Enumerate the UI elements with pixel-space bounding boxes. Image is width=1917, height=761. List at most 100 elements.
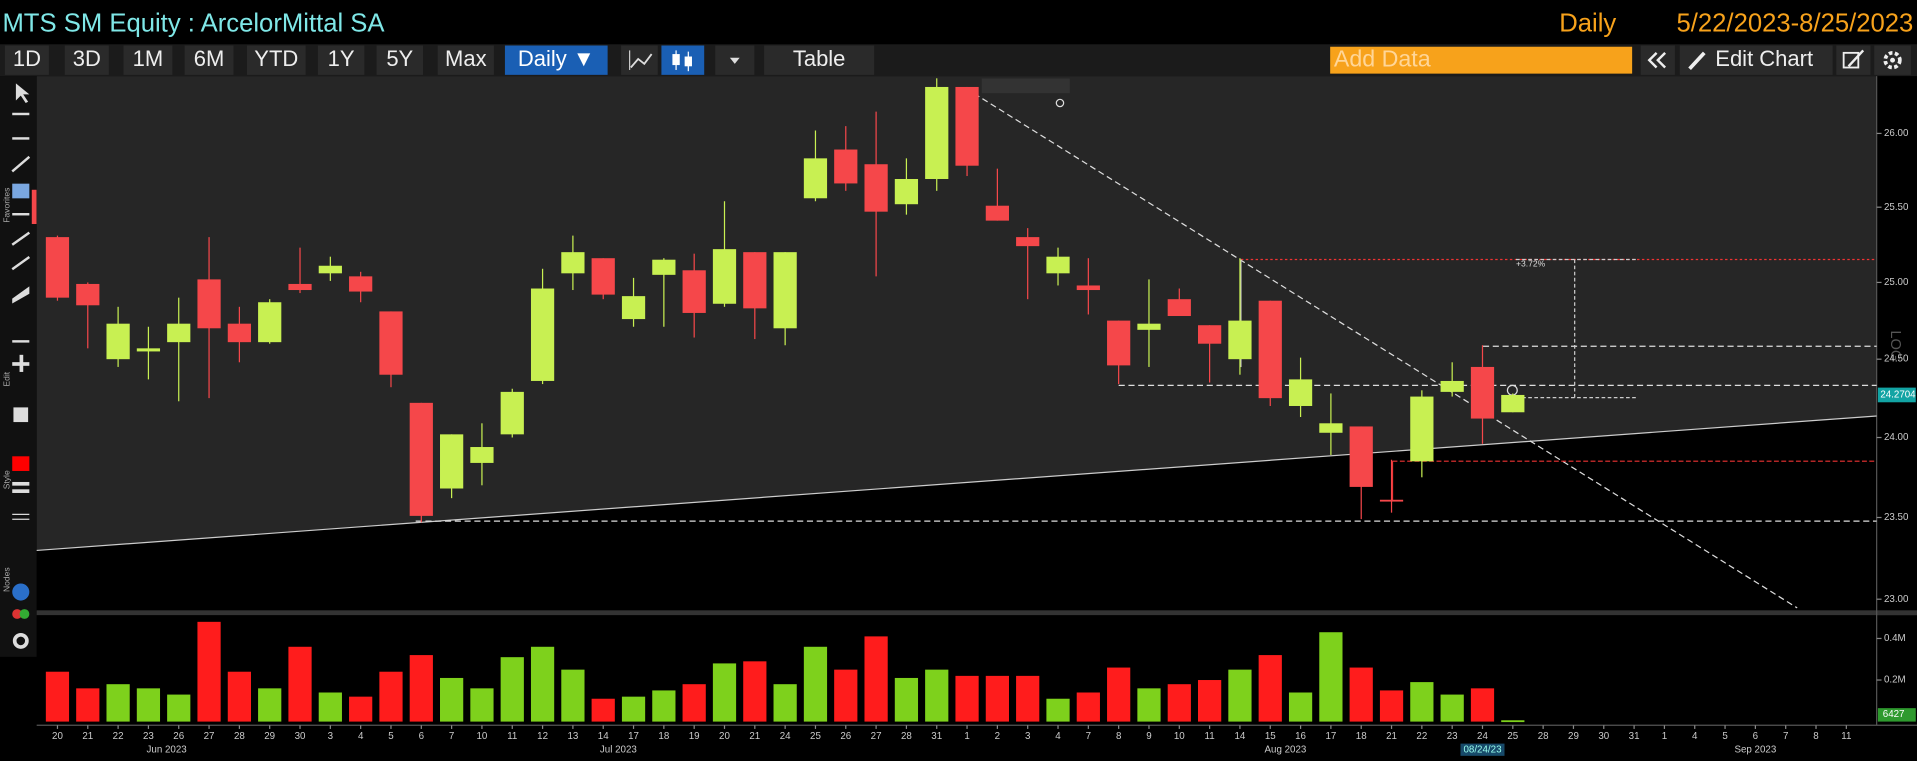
volume-bar <box>197 621 221 722</box>
panel-divider <box>36 610 1917 616</box>
volume-bar <box>1349 667 1373 722</box>
side-tool-icons[interactable] <box>11 83 31 649</box>
x-tick-label: 7 <box>1086 731 1091 742</box>
x-tick-label: 27 <box>204 731 215 742</box>
volume-bar <box>167 694 191 722</box>
table-button-bg[interactable] <box>764 45 875 75</box>
x-tick-label: 10 <box>477 731 488 742</box>
volume-bar <box>1379 690 1404 722</box>
period-button[interactable]: 3D <box>73 46 101 71</box>
last-price-tag <box>1877 387 1916 403</box>
candle-body <box>1440 380 1464 392</box>
x-tick-label: 29 <box>264 731 275 742</box>
period-button[interactable]: 1M <box>133 46 164 71</box>
period-button-bg[interactable] <box>317 45 365 75</box>
x-tick-label: 7 <box>449 731 454 742</box>
volume-bar <box>834 669 858 722</box>
settings-icon[interactable] <box>1874 45 1911 75</box>
edit-chart-button[interactable] <box>1679 45 1833 75</box>
x-tick-label: 22 <box>113 731 124 742</box>
add-data-input[interactable] <box>1330 46 1633 74</box>
candle-body <box>864 164 888 212</box>
y-tick-label: 23.50 <box>1884 512 1909 523</box>
candle-body <box>106 323 130 360</box>
chart-drawings <box>36 78 1877 609</box>
x-tick-label: 29 <box>1568 731 1579 742</box>
period-button-bg[interactable] <box>184 45 234 75</box>
last-volume-tag <box>1877 708 1916 722</box>
line-chart-icon[interactable] <box>621 45 658 75</box>
frequency-label: Daily <box>1559 10 1616 38</box>
candle-body <box>530 288 555 381</box>
volume-bar <box>1258 655 1282 722</box>
candle-body <box>591 258 615 295</box>
annotate-icon[interactable] <box>1836 45 1871 75</box>
candle-body <box>197 279 221 329</box>
x-tick-label: 1 <box>1662 731 1667 742</box>
y-tick-label: 25.50 <box>1884 202 1909 213</box>
period-button[interactable]: 6M <box>194 46 225 71</box>
x-tick-label: 19 <box>689 731 700 742</box>
candle-body <box>45 237 70 298</box>
candle-body <box>349 276 373 292</box>
candle-body <box>440 434 464 489</box>
x-tick-label: 21 <box>749 731 760 742</box>
period-button-bg[interactable] <box>246 45 306 75</box>
frequency-button[interactable]: Daily ▼ <box>518 46 595 71</box>
side-section-label: Nodes <box>2 567 12 592</box>
x-tick-label: 28 <box>901 731 912 742</box>
candle-body <box>834 149 858 184</box>
volume-bar <box>1470 688 1495 722</box>
x-tick-label: 18 <box>1356 731 1367 742</box>
x-tick-label: 17 <box>1325 731 1336 742</box>
candle-body <box>409 402 433 516</box>
edit-chart-label[interactable]: Edit Chart <box>1715 46 1813 71</box>
dropdown-button[interactable] <box>715 45 755 75</box>
volume-bar <box>682 684 706 722</box>
candle-chart-icon[interactable] <box>661 45 705 75</box>
header-bar <box>0 0 1917 45</box>
volume-bar <box>227 671 251 722</box>
volume-bar <box>1288 692 1313 722</box>
period-button-bg[interactable] <box>4 45 49 75</box>
period-button-bg[interactable] <box>123 45 173 75</box>
x-tick-label: 7 <box>1783 731 1788 742</box>
volume-bar <box>349 696 373 722</box>
x-tick-label: 10 <box>1174 731 1185 742</box>
period-button-bg[interactable] <box>437 45 494 75</box>
volume-bar <box>45 671 70 722</box>
candle-body <box>712 249 737 304</box>
period-button[interactable]: 1D <box>13 46 41 71</box>
period-button[interactable]: Max <box>445 46 487 71</box>
volume-bar <box>106 684 130 722</box>
add-data-placeholder[interactable]: Add Data <box>1334 45 1431 71</box>
volume-bar <box>712 663 737 722</box>
period-button-bg[interactable] <box>64 45 109 75</box>
volume-bar <box>1319 632 1343 722</box>
x-tick-label: 11 <box>507 731 517 742</box>
last-price-label: 24.2704 <box>1880 390 1916 401</box>
side-section-label: Favorites <box>2 188 12 223</box>
period-button-bg[interactable] <box>376 45 424 75</box>
volume-bar <box>894 677 919 722</box>
collapse-button[interactable] <box>1640 45 1675 75</box>
volume-bar <box>955 675 979 722</box>
x-tick-label: 9 <box>1146 731 1151 742</box>
period-button[interactable]: 1Y <box>328 46 355 71</box>
candle-body <box>1228 320 1252 360</box>
table-button[interactable]: Table <box>793 46 846 71</box>
x-tick-label: 25 <box>810 731 821 742</box>
period-button[interactable]: YTD <box>254 46 298 71</box>
period-button[interactable]: 5Y <box>386 46 413 71</box>
volume-bar <box>591 698 615 722</box>
x-tick-label: 4 <box>1055 731 1061 742</box>
y-tick-label: 24.50 <box>1884 354 1909 365</box>
volume-bar <box>1501 720 1525 723</box>
x-tick-label: 24 <box>1477 731 1488 742</box>
volume-bar <box>440 677 464 722</box>
frequency-button-bg[interactable] <box>504 45 608 75</box>
x-tick-label: 28 <box>1538 731 1549 742</box>
x-tick-label: 24 <box>780 731 791 742</box>
volume-bar <box>925 669 949 722</box>
